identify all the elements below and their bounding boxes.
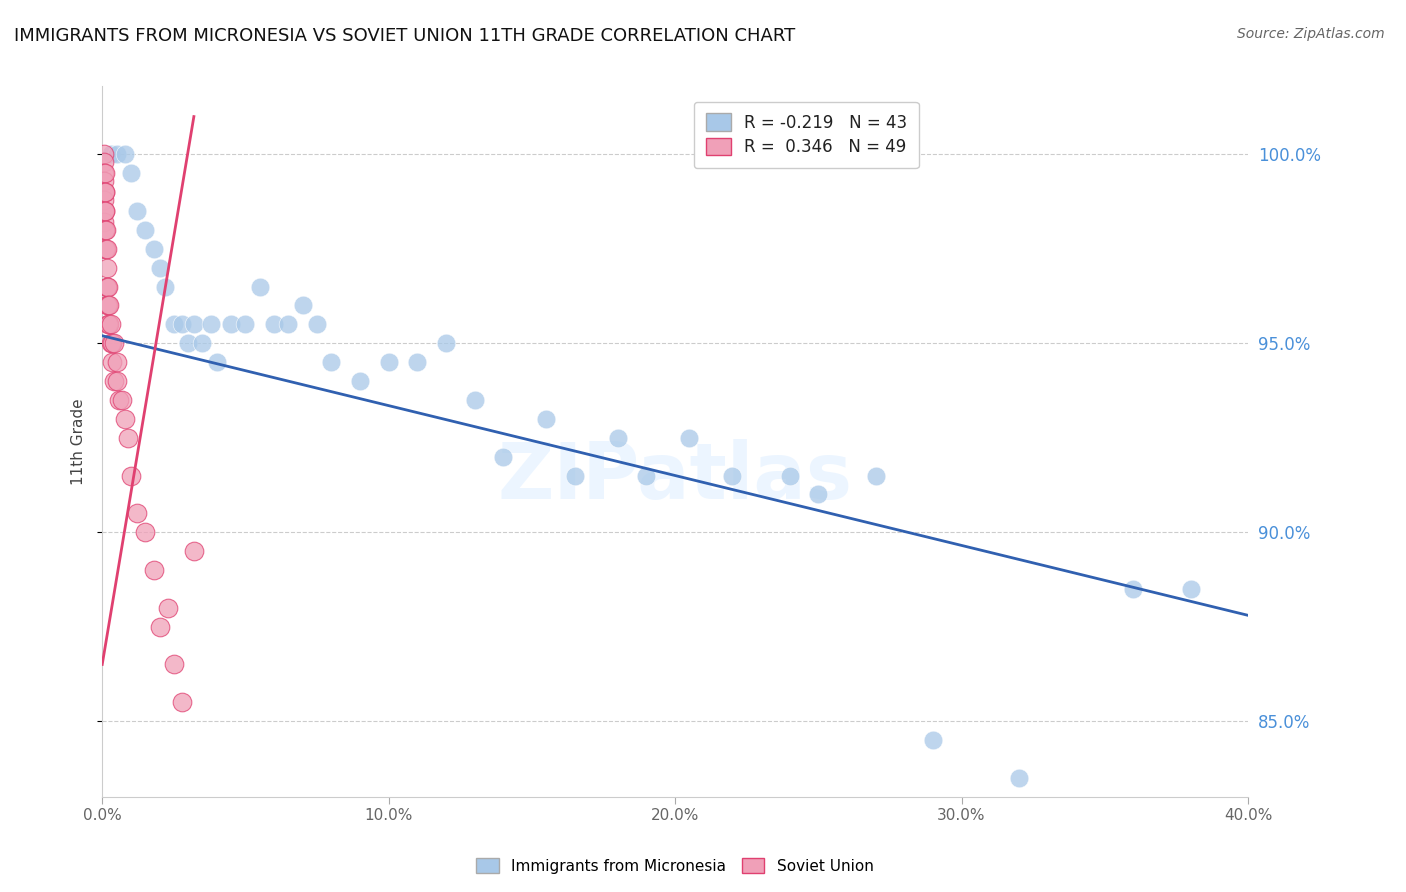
Point xyxy=(1180,582,1202,596)
Point xyxy=(105,374,128,388)
Point xyxy=(97,298,120,312)
Point xyxy=(922,733,945,747)
Point xyxy=(93,155,115,169)
Point xyxy=(807,487,830,501)
Point xyxy=(93,193,115,207)
Point xyxy=(779,468,801,483)
Point xyxy=(172,318,194,332)
Point xyxy=(434,336,457,351)
Point xyxy=(134,223,156,237)
Point xyxy=(93,185,115,199)
Point xyxy=(263,318,285,332)
Point xyxy=(564,468,586,483)
Point xyxy=(172,695,194,709)
Point xyxy=(865,468,887,483)
Point xyxy=(96,279,118,293)
Point xyxy=(97,318,120,332)
Y-axis label: 11th Grade: 11th Grade xyxy=(72,398,86,485)
Point xyxy=(1122,582,1144,596)
Point xyxy=(117,431,139,445)
Point xyxy=(93,223,115,237)
Point xyxy=(96,279,118,293)
Point xyxy=(155,279,177,293)
Point xyxy=(177,336,200,351)
Point xyxy=(1008,771,1031,785)
Point xyxy=(157,600,180,615)
Point xyxy=(534,412,557,426)
Point xyxy=(94,242,117,256)
Point xyxy=(291,298,314,312)
Text: Source: ZipAtlas.com: Source: ZipAtlas.com xyxy=(1237,27,1385,41)
Point xyxy=(183,318,205,332)
Point xyxy=(377,355,399,369)
Point xyxy=(277,318,299,332)
Point xyxy=(114,147,136,161)
Point xyxy=(100,318,122,332)
Point xyxy=(98,298,121,312)
Text: IMMIGRANTS FROM MICRONESIA VS SOVIET UNION 11TH GRADE CORRELATION CHART: IMMIGRANTS FROM MICRONESIA VS SOVIET UNI… xyxy=(14,27,796,45)
Point xyxy=(114,412,136,426)
Point xyxy=(120,468,142,483)
Point xyxy=(142,563,165,577)
Point xyxy=(108,392,131,407)
Point xyxy=(134,525,156,540)
Point xyxy=(305,318,328,332)
Point xyxy=(94,223,117,237)
Point xyxy=(125,506,148,520)
Point xyxy=(93,166,115,180)
Point xyxy=(103,336,125,351)
Point xyxy=(148,620,170,634)
Point xyxy=(219,318,242,332)
Legend: Immigrants from Micronesia, Soviet Union: Immigrants from Micronesia, Soviet Union xyxy=(470,852,880,880)
Point xyxy=(191,336,214,351)
Point xyxy=(101,355,124,369)
Point xyxy=(142,242,165,256)
Point xyxy=(93,204,115,219)
Point xyxy=(464,392,486,407)
Point xyxy=(98,318,121,332)
Point xyxy=(349,374,371,388)
Point xyxy=(249,279,271,293)
Point xyxy=(678,431,700,445)
Point xyxy=(105,147,128,161)
Point xyxy=(94,223,117,237)
Point xyxy=(721,468,744,483)
Text: ZIPatlas: ZIPatlas xyxy=(498,439,852,515)
Point xyxy=(94,185,117,199)
Point xyxy=(93,215,115,229)
Point xyxy=(235,318,257,332)
Point xyxy=(94,204,117,219)
Legend: R = -0.219   N = 43, R =  0.346   N = 49: R = -0.219 N = 43, R = 0.346 N = 49 xyxy=(695,102,920,168)
Point xyxy=(101,336,124,351)
Point xyxy=(406,355,429,369)
Point xyxy=(606,431,628,445)
Point xyxy=(636,468,658,483)
Point xyxy=(321,355,343,369)
Point xyxy=(93,185,115,199)
Point xyxy=(200,318,222,332)
Point xyxy=(103,374,125,388)
Point xyxy=(96,242,118,256)
Point xyxy=(93,147,115,161)
Point xyxy=(93,204,115,219)
Point xyxy=(93,174,115,188)
Point xyxy=(97,279,120,293)
Point xyxy=(120,166,142,180)
Point xyxy=(105,355,128,369)
Point xyxy=(93,166,115,180)
Point xyxy=(183,544,205,558)
Point xyxy=(96,298,118,312)
Point xyxy=(111,392,134,407)
Point xyxy=(148,260,170,275)
Point xyxy=(100,147,122,161)
Point xyxy=(163,318,186,332)
Point xyxy=(492,450,515,464)
Point xyxy=(94,242,117,256)
Point xyxy=(205,355,228,369)
Point xyxy=(163,657,186,672)
Point xyxy=(96,260,118,275)
Point xyxy=(125,204,148,219)
Point xyxy=(100,336,122,351)
